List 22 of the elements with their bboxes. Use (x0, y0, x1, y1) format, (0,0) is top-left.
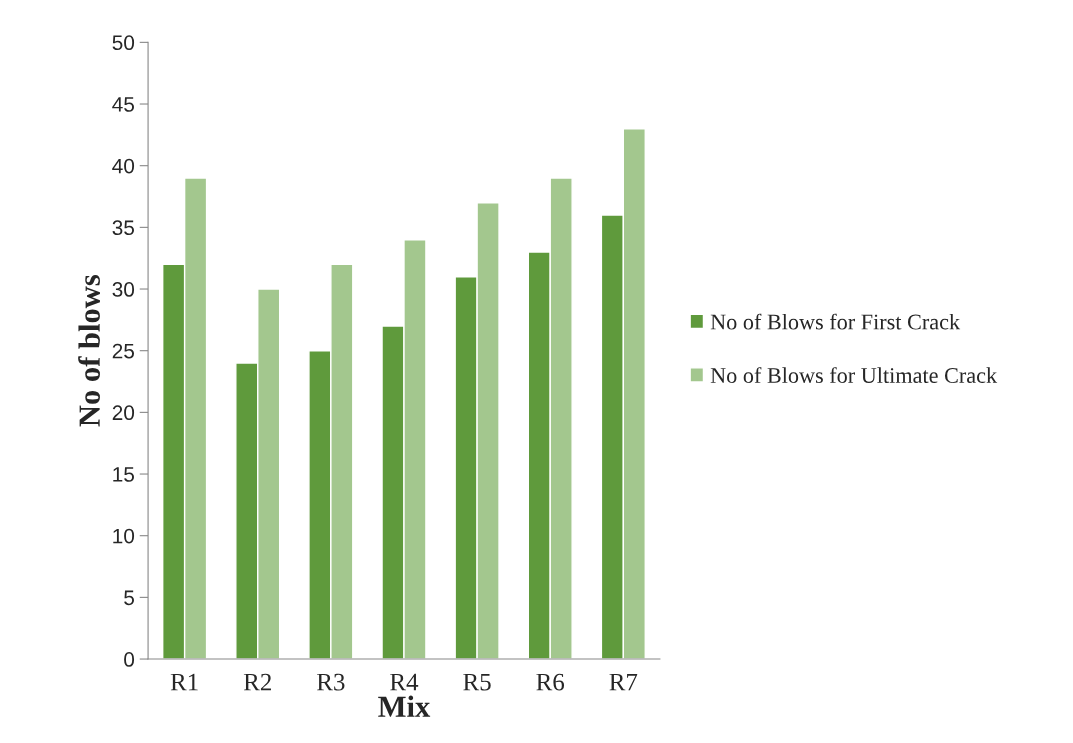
legend-label: No of Blows for First Crack (710, 313, 961, 330)
y-tick-label: 20 (112, 405, 135, 421)
x-tick-label: R1 (170, 673, 198, 691)
x-tick-label: R2 (243, 673, 271, 691)
y-axis-title: No of blows (78, 275, 100, 427)
legend-label: No of Blows for Ultimate Crack (710, 367, 998, 383)
x-tick-label: R5 (463, 673, 491, 691)
x-tick-label: R3 (317, 673, 345, 691)
x-tick-label: R6 (536, 673, 565, 691)
y-tick-label: 0 (124, 652, 135, 667)
x-axis-title: Mix (378, 695, 431, 717)
x-tick-label: R4 (390, 673, 419, 691)
y-tick-label: 30 (112, 282, 135, 297)
x-tick-label: R7 (609, 673, 638, 691)
y-tick-label: 10 (113, 528, 135, 544)
y-tick-label: 35 (112, 220, 135, 236)
y-tick-label: 45 (112, 97, 135, 112)
y-tick-label: 5 (124, 590, 135, 606)
y-tick-label: 15 (113, 467, 135, 482)
y-tick-label: 25 (112, 343, 135, 359)
y-tick-label: 40 (112, 158, 135, 174)
y-tick-label: 50 (112, 35, 135, 51)
